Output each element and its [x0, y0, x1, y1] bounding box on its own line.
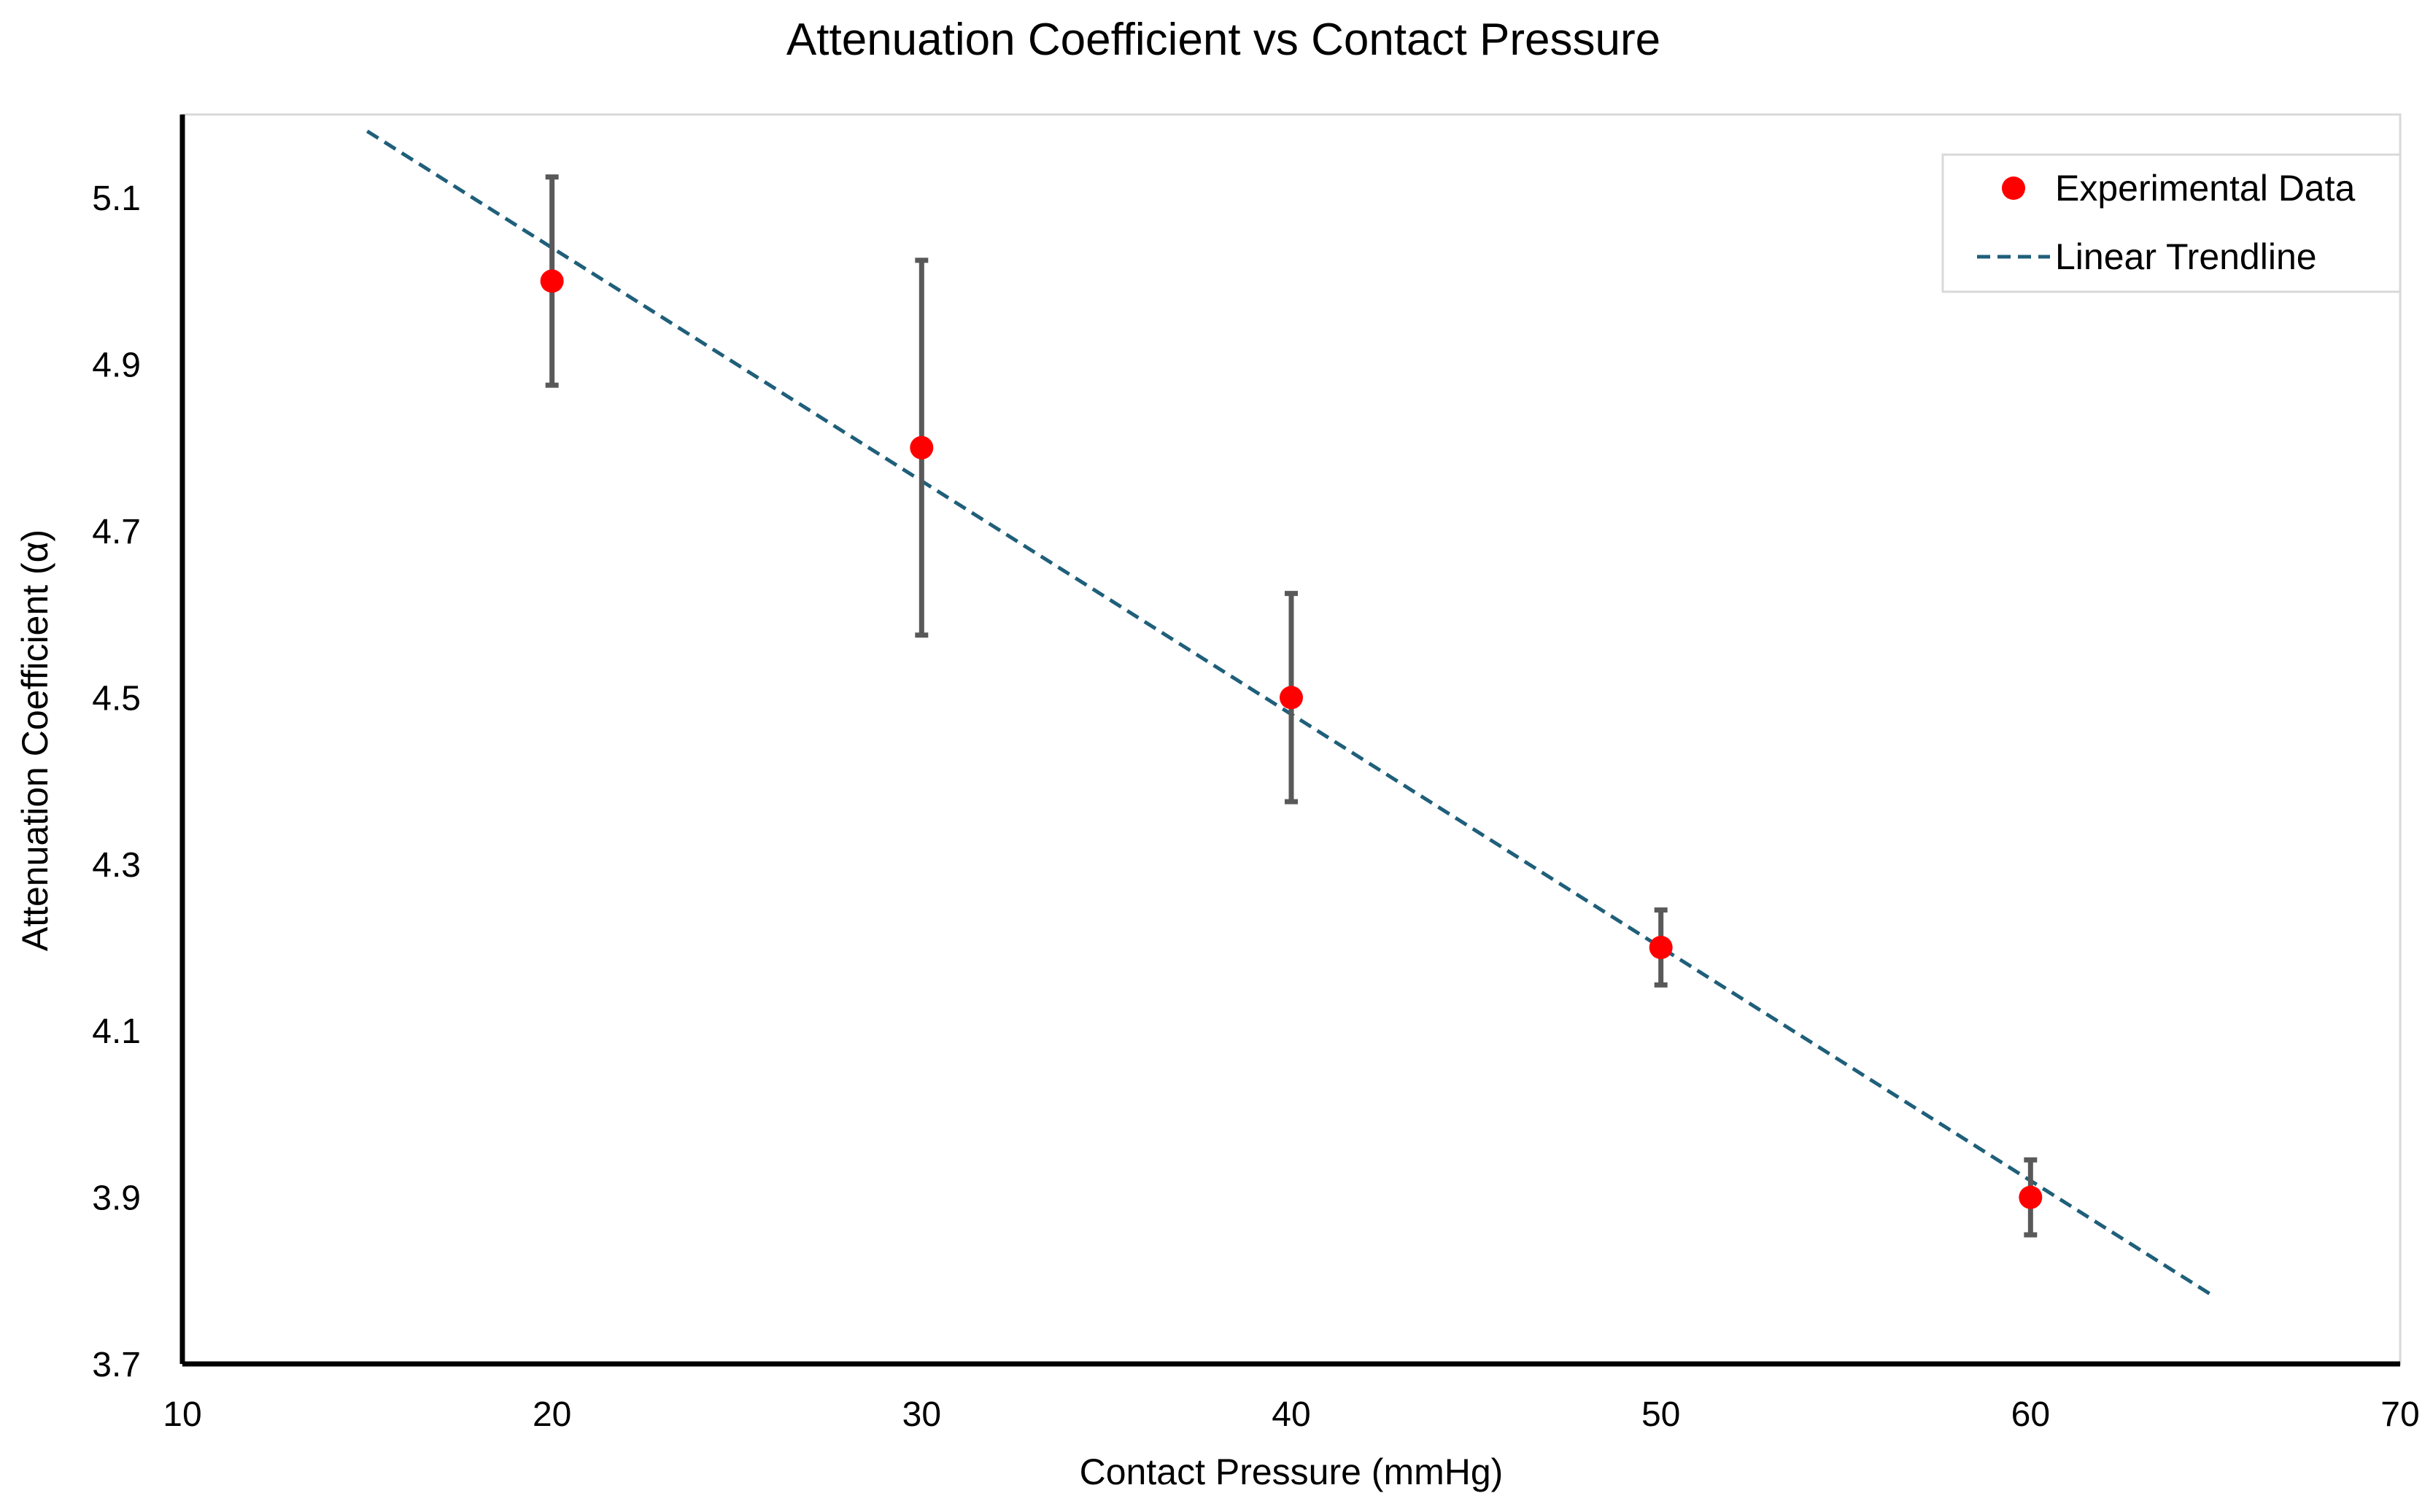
- legend-experimental-label: Experimental Data: [2055, 168, 2355, 209]
- data-point: [1649, 936, 1673, 959]
- data-point: [910, 435, 934, 460]
- y-tick-label: 5.1: [92, 179, 141, 218]
- x-tick-label: 70: [2380, 1395, 2419, 1434]
- y-tick-labels: 3.7 3.9 4.1 4.3 4.5 4.7 4.9 5.1: [92, 179, 141, 1384]
- data-point: [1280, 686, 1303, 710]
- x-tick-label: 50: [1641, 1395, 1680, 1434]
- data-point: [540, 269, 564, 293]
- y-tick-label: 4.7: [92, 513, 141, 551]
- chart-title: Attenuation Coefficient vs Contact Press…: [786, 15, 1660, 65]
- x-tick-label: 40: [1272, 1395, 1310, 1434]
- legend-experimental-marker: [2002, 177, 2025, 200]
- y-tick-label: 4.5: [92, 679, 141, 718]
- y-tick-label: 3.9: [92, 1179, 141, 1218]
- y-tick-label: 4.9: [92, 346, 141, 385]
- x-tick-label: 20: [533, 1395, 571, 1434]
- x-tick-labels: 10 20 30 40 50 60 70: [163, 1395, 2419, 1434]
- x-tick-label: 10: [163, 1395, 201, 1434]
- x-axis-label: Contact Pressure (mmHg): [1080, 1451, 1504, 1492]
- data-point: [2019, 1185, 2043, 1209]
- y-tick-label: 4.1: [92, 1012, 141, 1051]
- y-tick-label: 3.7: [92, 1346, 141, 1384]
- point-layer: [540, 269, 2043, 1209]
- legend: Experimental Data Linear Trendline: [1941, 153, 2402, 293]
- legend-trendline-label: Linear Trendline: [2055, 236, 2317, 277]
- y-tick-label: 4.3: [92, 846, 141, 885]
- y-axis-label: Attenuation Coefficient (α): [15, 530, 55, 951]
- x-tick-label: 30: [902, 1395, 941, 1434]
- legend-box: [1941, 153, 2402, 293]
- x-tick-label: 60: [2011, 1395, 2050, 1434]
